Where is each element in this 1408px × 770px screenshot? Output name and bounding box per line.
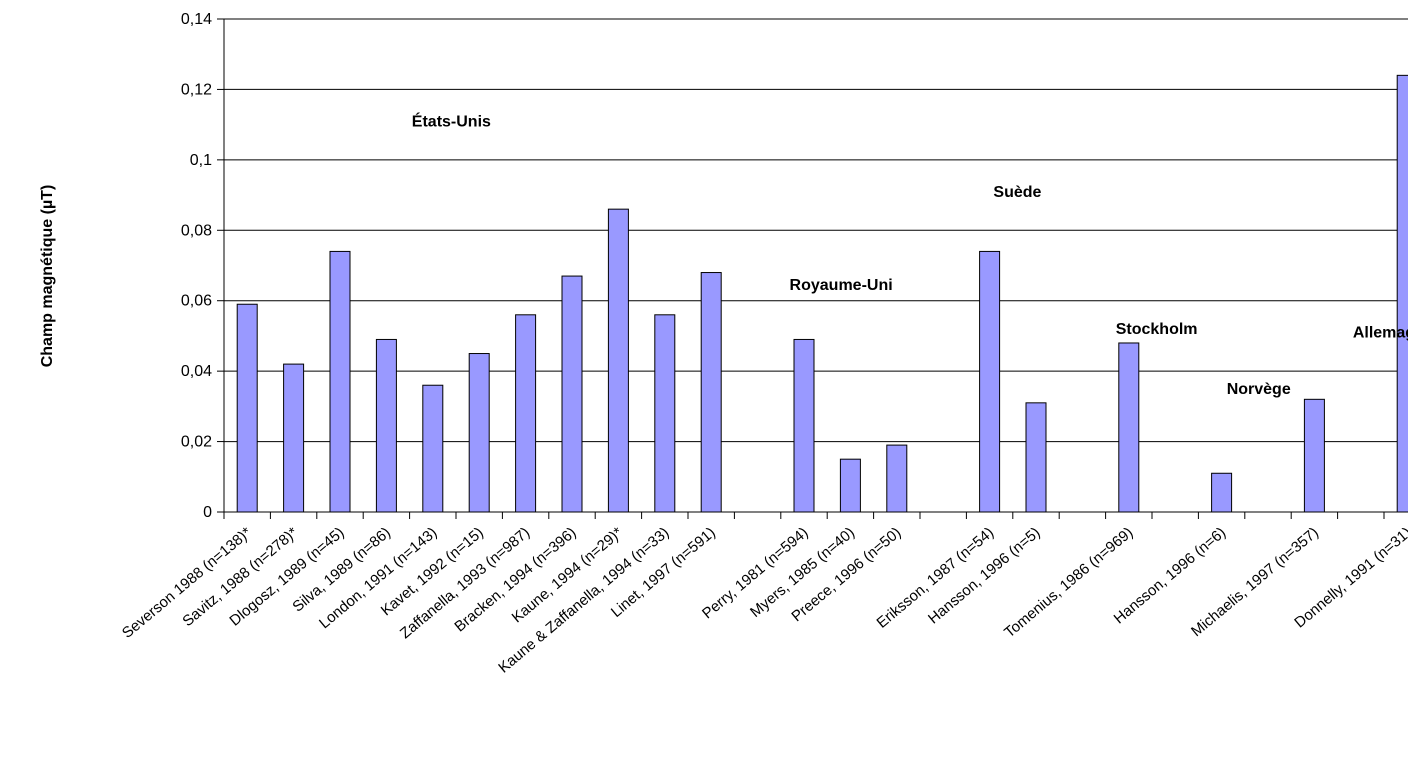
y-tick-labels: 0 0,02 0,04 0,06 0,08 0,1 0,12 0,14 [181, 11, 212, 521]
region-annotation: Suède [993, 184, 1041, 201]
bar [654, 314, 676, 513]
y-tick-label: 0,1 [190, 152, 212, 169]
bar [1211, 472, 1233, 513]
y-tick-label: 0,06 [181, 293, 212, 310]
bar [375, 338, 397, 513]
bar [607, 208, 629, 513]
bar [1303, 398, 1325, 513]
bars [236, 74, 1408, 513]
axes [217, 18, 1408, 519]
region-annotation: Stockholm [1116, 321, 1198, 338]
bar [515, 314, 537, 513]
y-tick-label: 0,08 [181, 222, 212, 239]
bar [468, 353, 490, 513]
bar [886, 444, 908, 513]
x-tick-label: Kaune & Zaffanella, 1994 (n=33) [495, 524, 672, 676]
region-annotations: États-Unis Royaume-Uni Suède Stockholm Norvè… [412, 111, 1408, 398]
x-tick-labels: Severson 1988 (n=138)*Savitz, 1988 (n=27… [119, 524, 1408, 677]
y-tick-label: 0,14 [181, 11, 212, 28]
bar [283, 363, 305, 513]
bar [1396, 74, 1408, 513]
bar [700, 272, 722, 513]
bar [422, 384, 444, 513]
bar [1025, 402, 1047, 513]
bar [1118, 342, 1140, 513]
bar [979, 250, 1001, 513]
bar [561, 275, 583, 513]
y-tick-label: 0,12 [181, 81, 212, 98]
gridlines [224, 18, 1408, 443]
y-tick-label: 0,04 [181, 363, 212, 380]
y-tick-label: 0 [203, 504, 212, 521]
bar [839, 458, 861, 513]
region-annotation: Royaume-Uni [790, 277, 893, 294]
bar [329, 250, 351, 513]
bar [793, 338, 815, 513]
y-axis-label: Champ magnétique (µT) [39, 185, 56, 368]
region-annotation: Norvège [1227, 381, 1291, 398]
region-annotation: États-Unis [412, 111, 491, 130]
region-annotation: Allemagne [1353, 325, 1408, 342]
y-tick-label: 0,02 [181, 434, 212, 451]
bar [236, 303, 258, 513]
